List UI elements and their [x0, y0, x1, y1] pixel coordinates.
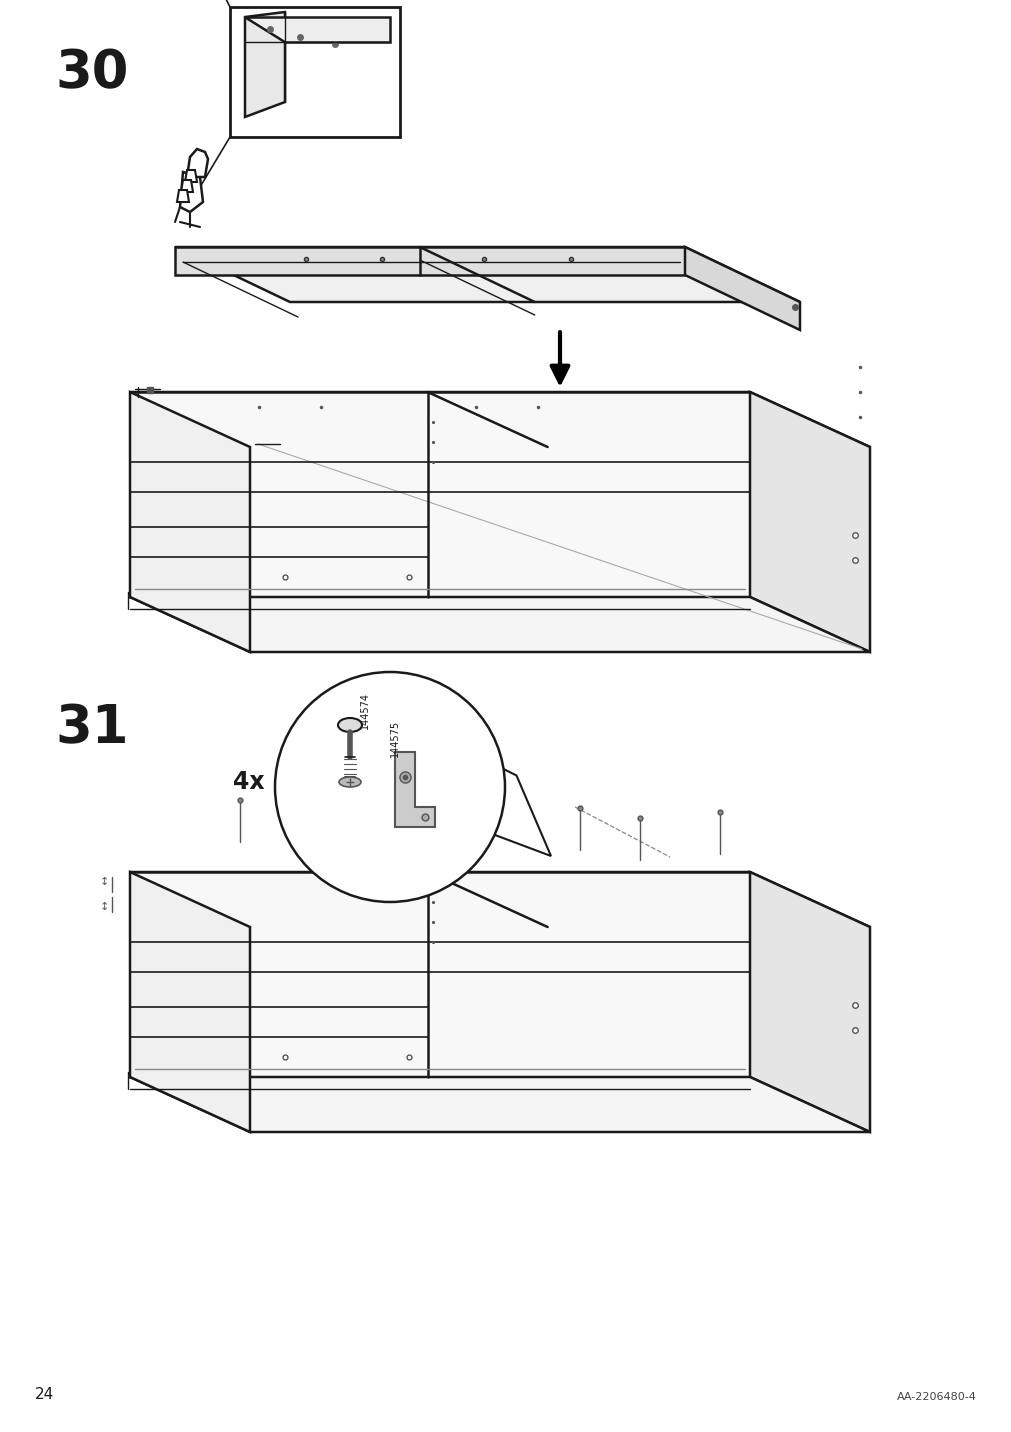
Polygon shape [175, 246, 684, 275]
Polygon shape [129, 392, 250, 652]
Polygon shape [129, 597, 869, 652]
Text: 24: 24 [35, 1388, 55, 1402]
Text: ↕: ↕ [99, 902, 109, 912]
Polygon shape [459, 765, 550, 856]
Circle shape [275, 672, 504, 902]
Polygon shape [245, 11, 285, 117]
Polygon shape [175, 246, 800, 302]
Text: 144574: 144574 [360, 692, 370, 729]
Polygon shape [129, 392, 869, 447]
Polygon shape [177, 190, 189, 202]
Text: 144575: 144575 [389, 720, 399, 758]
Polygon shape [187, 149, 208, 178]
Text: 31: 31 [55, 702, 128, 755]
Bar [229, 7, 399, 137]
Text: 30: 30 [55, 47, 128, 99]
Polygon shape [749, 872, 869, 1133]
Polygon shape [129, 1077, 869, 1133]
Polygon shape [394, 752, 435, 828]
Polygon shape [245, 17, 389, 42]
Polygon shape [129, 392, 749, 597]
Polygon shape [749, 392, 869, 652]
Text: 4x: 4x [234, 770, 265, 793]
Text: AA-2206480-4: AA-2206480-4 [896, 1392, 976, 1402]
Polygon shape [129, 872, 869, 927]
Ellipse shape [339, 778, 361, 788]
Text: ↕: ↕ [99, 876, 109, 886]
Polygon shape [129, 872, 250, 1133]
Polygon shape [185, 170, 197, 182]
Polygon shape [181, 180, 193, 192]
Polygon shape [180, 172, 203, 212]
Polygon shape [129, 872, 749, 1077]
Ellipse shape [338, 717, 362, 732]
Polygon shape [684, 246, 800, 329]
